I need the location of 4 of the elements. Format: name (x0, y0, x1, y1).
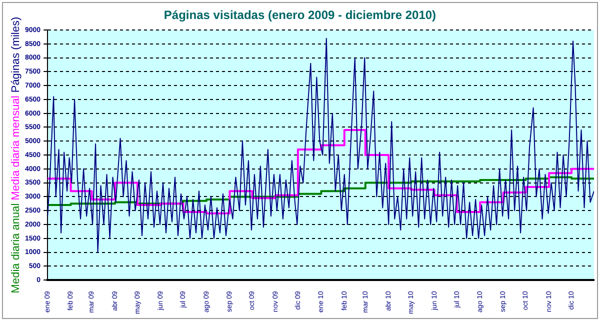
text: Media diaria anual (10, 203, 22, 294)
text: Media diaria mensual (10, 96, 22, 200)
chart-title: Páginas visitadas (enero 2009 - diciembre 2010) (164, 8, 436, 22)
y-axis-title: Páginas (miles) (10, 16, 22, 93)
